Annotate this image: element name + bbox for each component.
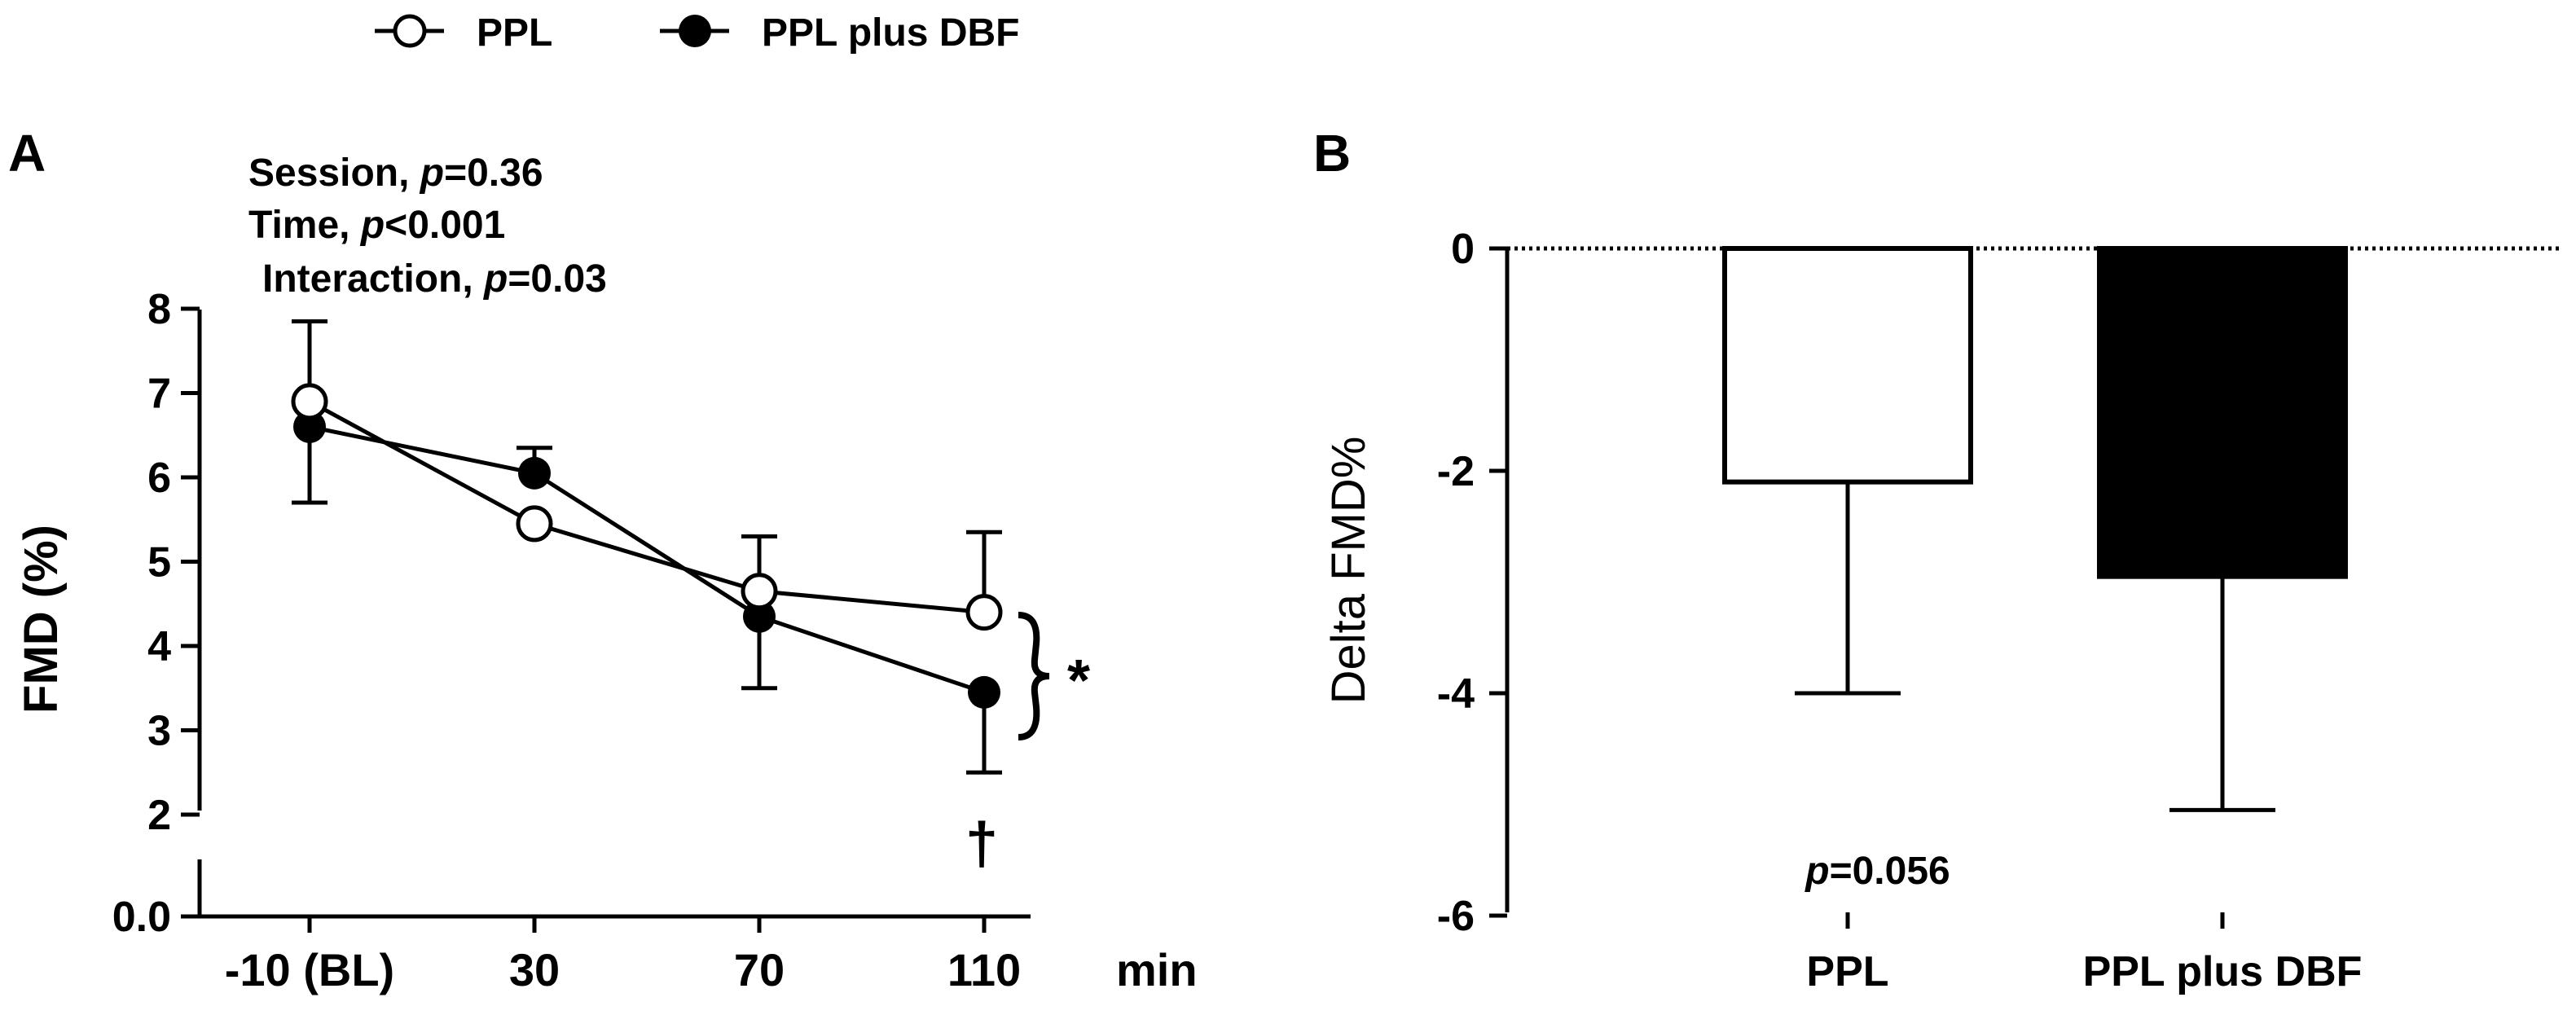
a-series-line-ppl-dbf [309,424,985,695]
legend-label-ppl-dbf: PPL plus DBF [762,11,1019,55]
legend-marker-ppl [393,14,427,48]
a-point-ppl [291,383,328,420]
b-bar-ppl [1722,246,1973,485]
a-y-tick-label: 0.0 [112,894,171,941]
a-x-tick-label: -10 (BL) [225,944,394,995]
a-x-unit: min [1116,944,1198,995]
b-y-ticks: 0 -2 -4 -6 [1437,226,1507,940]
b-bar-ppl-dbf [2097,246,2348,579]
a-y-tick-label: 6 [147,455,171,502]
stat-session: Session, p=0.36 [248,152,543,195]
a-point-ppl [516,505,553,543]
a-x-tick-label: 70 [734,944,785,995]
a-point-ppl-dbf [518,456,551,490]
a-y-tick-label: 8 [147,286,171,333]
a-y-ticks: 0.0 2 3 4 5 6 7 8 [112,286,200,941]
a-y-tick-label: 2 [147,792,171,839]
a-point-ppl [965,594,1003,631]
stat-interaction: Interaction, p=0.03 [262,257,607,301]
b-x-tick-label: PPL [1806,948,1888,995]
b-y-tick-label: -6 [1437,893,1475,940]
b-y-label: Delta FMD% [1322,437,1375,705]
a-y-tick-label: 4 [147,623,171,670]
a-star-annotation: * [1067,648,1090,714]
a-x-tick-label: 110 [947,944,1021,995]
significance-brace [1018,612,1050,740]
panel-b: B 0 -2 -4 -6 PPL PPL plus DBF Delta FMD% p=0… [1313,124,2562,995]
a-point-ppl [741,573,778,610]
legend: PPL PPL plus DBF [375,11,1019,55]
b-x-ticks: PPL PPL plus DBF [1806,912,2362,995]
legend-marker-ppl-dbf [679,15,711,47]
a-dagger-annotation: † [965,811,998,877]
b-plot-area [1722,246,2348,812]
a-point-ppl-dbf [968,675,1000,709]
b-y-tick-label: 0 [1451,226,1475,273]
a-plot-area [291,319,1003,775]
a-point-ppl-dbf [743,600,776,633]
b-pvalue-annotation: p=0.056 [1804,850,1950,893]
b-y-tick-label: -2 [1437,448,1475,495]
legend-label-ppl: PPL [477,11,552,55]
a-series-line-ppl [308,399,985,615]
a-y-label: FMD (%) [15,525,68,714]
panel-a-letter: A [8,124,46,182]
a-x-ticks: -10 (BL) 30 70 110 [225,916,1021,995]
b-x-tick-label: PPL plus DBF [2083,948,2363,995]
a-x-tick-label: 30 [509,944,560,995]
b-y-tick-label: -4 [1437,670,1475,718]
a-y-tick-label: 7 [147,371,171,418]
panel-a: A Session, p=0.36 Time, p<0.001 Interact… [8,124,1198,995]
a-y-tick-label: 5 [147,539,171,587]
stat-time: Time, p<0.001 [248,204,505,247]
panel-b-letter: B [1313,124,1351,182]
a-point-ppl-dbf [293,410,326,443]
a-y-tick-label: 3 [147,708,171,755]
